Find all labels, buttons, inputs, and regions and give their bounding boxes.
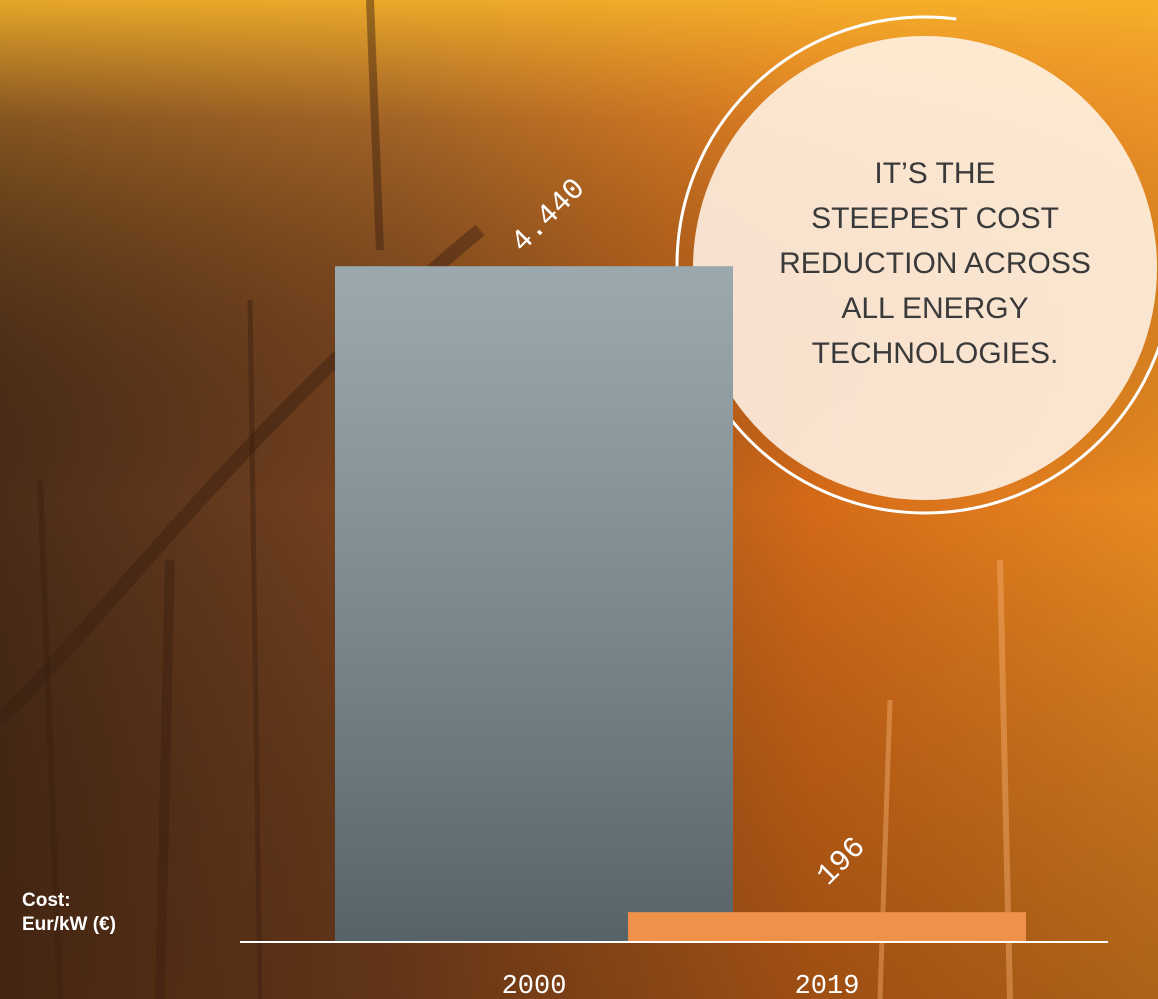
annotation-circle	[693, 36, 1157, 500]
annotation-ring	[675, 15, 1158, 515]
bar-shading	[335, 266, 733, 942]
annotation-text: IT’S THE STEEPEST COST REDUCTION ACROSS ALL…	[779, 157, 1091, 370]
x-tick-label: 2000	[502, 972, 567, 999]
x-tick-label: 2019	[795, 972, 860, 999]
bar	[628, 912, 1026, 942]
y-axis-label: Cost: Eur/kW (€)	[22, 890, 116, 935]
